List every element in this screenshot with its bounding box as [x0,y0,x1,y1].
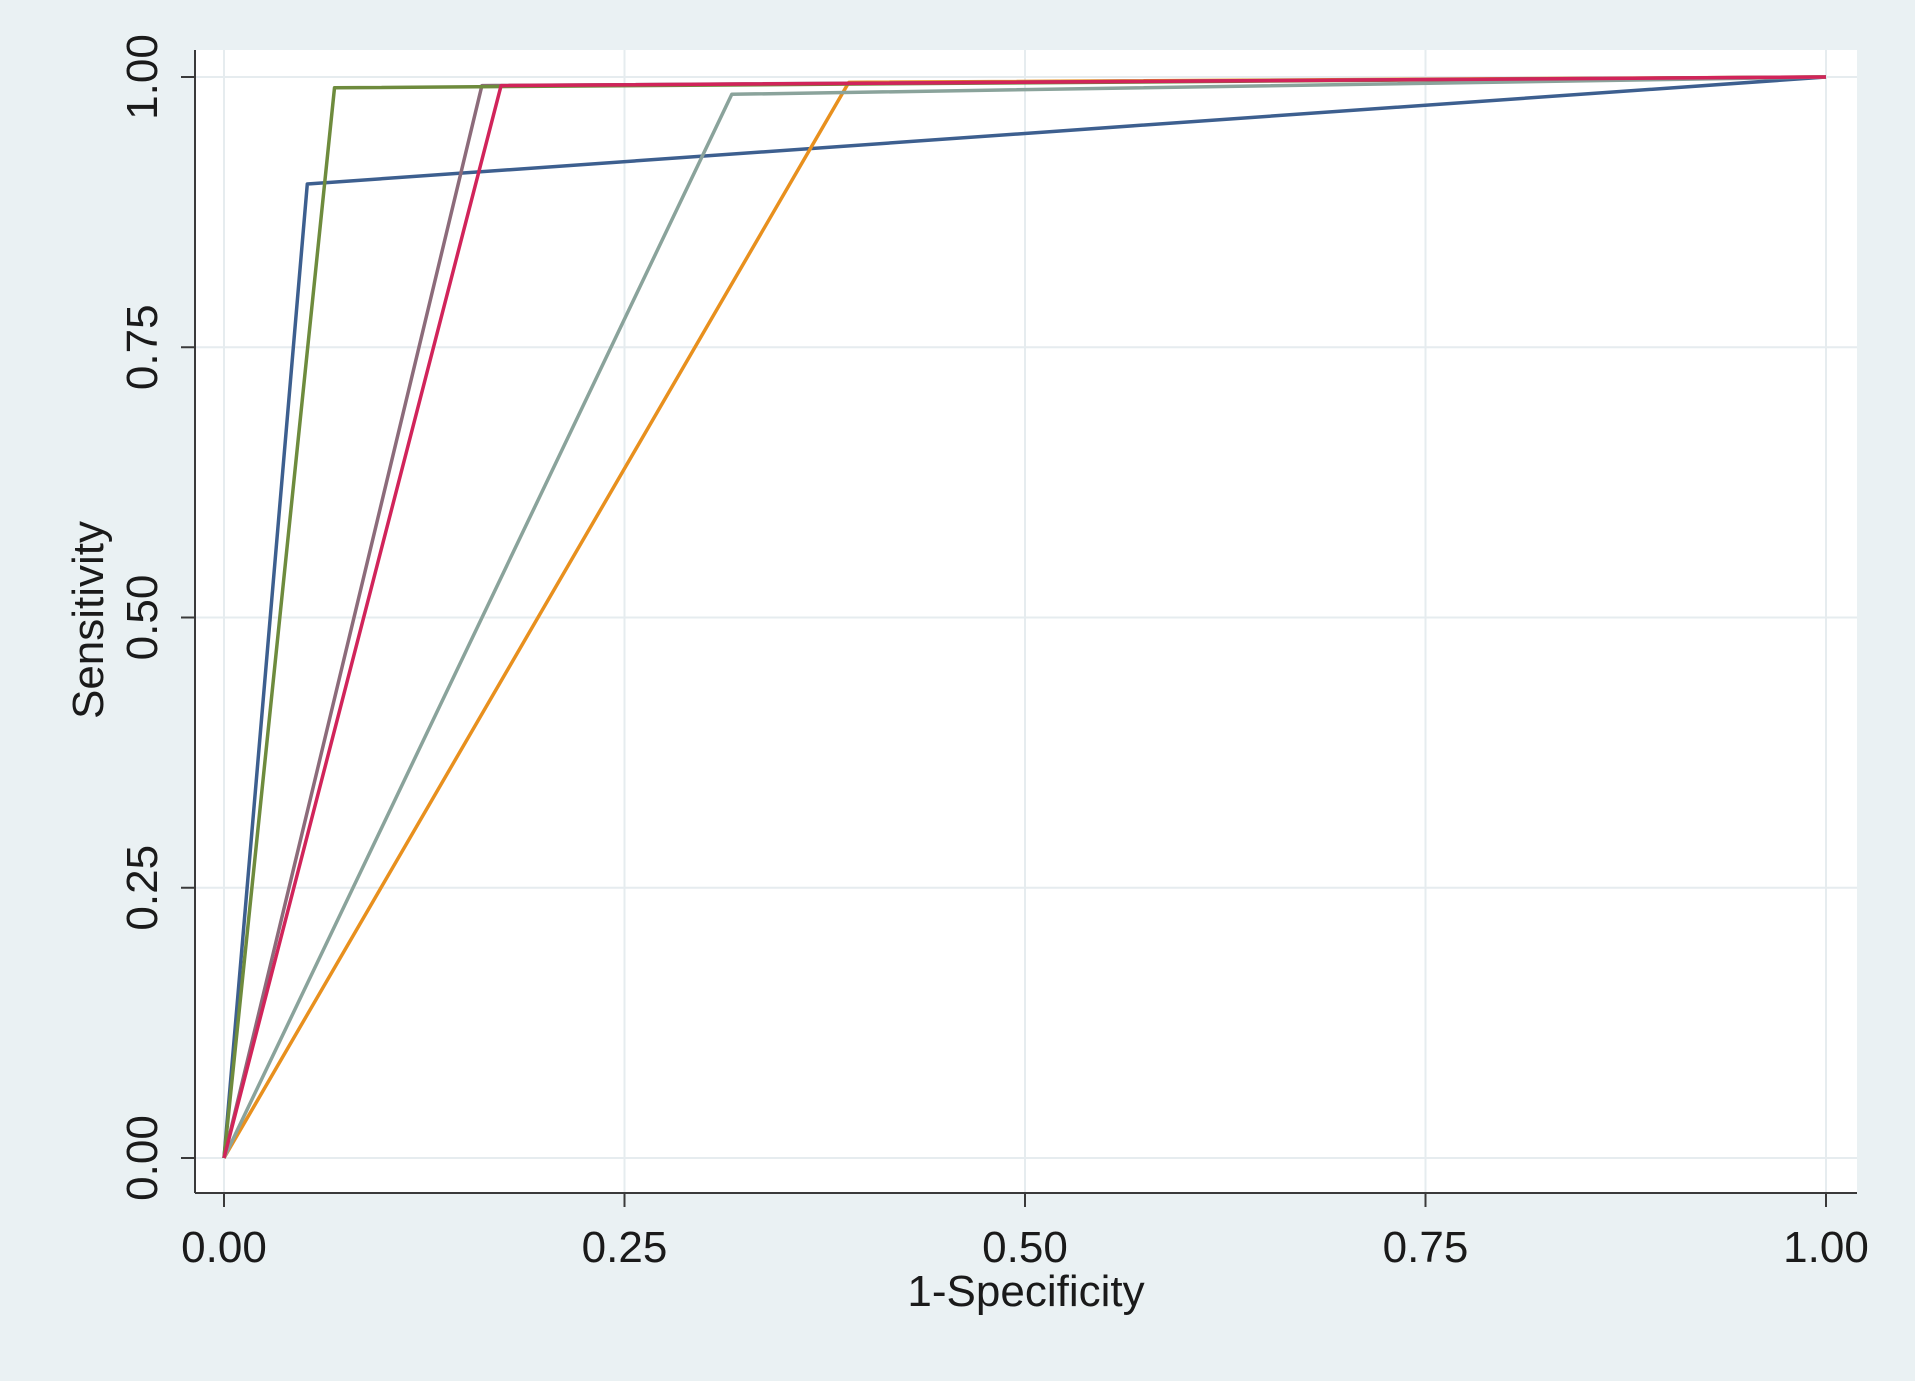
x-tick-label: 1.00 [1783,1223,1869,1272]
y-tick-label: 0.75 [118,304,167,390]
x-tick-label: 0.00 [181,1223,267,1272]
x-tick-label: 0.25 [582,1223,668,1272]
ticks: 0.00 0.25 0.50 0.75 1.00 0.00 0.25 0.50 0.75 1.00 [118,34,1869,1272]
roc-curve-5 [222,75,1827,1159]
series-lines [222,75,1827,1159]
x-tick-label: 0.50 [982,1223,1068,1272]
y-axis-label: Sensitivity [64,521,113,719]
x-tick-label: 0.75 [1383,1223,1469,1272]
y-tick-label: 0.00 [118,1115,167,1201]
roc-curve-6 [222,75,1827,1159]
x-axis-label: 1-Specificity [907,1267,1144,1316]
y-tick-label: 1.00 [118,34,167,120]
roc-curve-1 [222,75,1827,1159]
y-tick-label: 0.50 [118,575,167,661]
y-tick-label: 0.25 [118,845,167,931]
